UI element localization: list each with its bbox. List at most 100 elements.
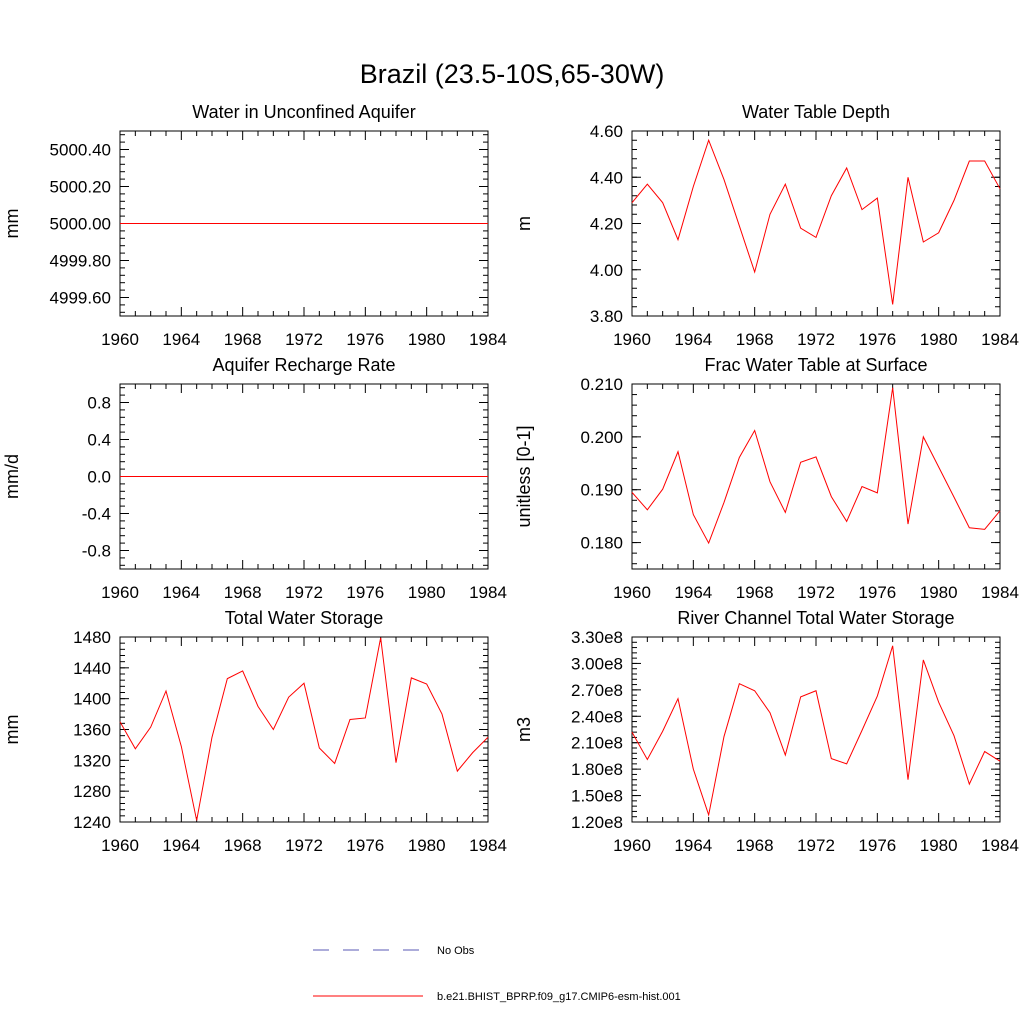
panel-title: Water in Unconfined Aquifer xyxy=(192,102,415,122)
y-tick-label: 0.8 xyxy=(87,394,111,413)
x-tick-label: 1968 xyxy=(736,836,774,855)
y-tick-label: 3.80 xyxy=(590,307,623,326)
panel-title: River Channel Total Water Storage xyxy=(677,608,954,628)
legend-entry-2: b.e21.BHIST_BPRP.f09_g17.CMIP6-esm-hist.… xyxy=(313,991,681,1003)
y-tick-label: 4.60 xyxy=(590,122,623,141)
y-tick-label: 2.10e8 xyxy=(571,734,623,753)
y-tick-label: 0.190 xyxy=(580,481,623,500)
main-title: Brazil (23.5-10S,65-30W) xyxy=(360,59,665,89)
x-tick-label: 1964 xyxy=(674,583,712,602)
x-tick-label: 1980 xyxy=(408,583,446,602)
chart-panel-2: Water Table Depth m 1960 1964 1968 1972 1976 19… xyxy=(514,102,1019,349)
x-tick-label: 1964 xyxy=(674,330,712,349)
x-tick-label: 1984 xyxy=(469,836,507,855)
x-tick-label: 1984 xyxy=(981,836,1019,855)
chart-panel-4: Frac Water Table at Surface unitless [0-1… xyxy=(514,355,1019,602)
x-tick-label: 1976 xyxy=(858,330,896,349)
y-tick-label: 1280 xyxy=(73,782,111,801)
y-tick-label: 0.0 xyxy=(87,468,111,487)
y-axis-label: m3 xyxy=(514,717,534,742)
y-tick-label: 4.20 xyxy=(590,215,623,234)
y-tick-label: 1480 xyxy=(73,628,111,647)
x-tick-label: 1972 xyxy=(797,583,835,602)
panels: Water in Unconfined Aquifer mm 1960 1964 196… xyxy=(2,102,1019,855)
y-tick-label: 1320 xyxy=(73,751,111,770)
x-tick-label: 1976 xyxy=(346,836,384,855)
y-tick-label: 1400 xyxy=(73,690,111,709)
panel-title: Water Table Depth xyxy=(742,102,890,122)
x-tick-label: 1960 xyxy=(101,836,139,855)
y-tick-label: 5000.40 xyxy=(50,141,111,160)
y-axis-label: mm xyxy=(2,209,22,239)
panel-title: Frac Water Table at Surface xyxy=(704,355,927,375)
series-line-1 xyxy=(119,637,489,821)
series-line-1 xyxy=(631,138,1001,305)
y-tick-label: 5000.20 xyxy=(50,178,111,197)
x-tick-label: 1980 xyxy=(408,836,446,855)
x-tick-label: 1980 xyxy=(920,583,958,602)
y-tick-label: 1360 xyxy=(73,721,111,740)
x-tick-label: 1960 xyxy=(101,583,139,602)
y-tick-label: 0.180 xyxy=(580,534,623,553)
y-tick-label: 4.00 xyxy=(590,261,623,280)
x-tick-label: 1968 xyxy=(224,583,262,602)
x-tick-label: 1960 xyxy=(101,330,139,349)
y-tick-label: 5000.00 xyxy=(50,215,111,234)
x-tick-label: 1972 xyxy=(797,836,835,855)
series-line-1 xyxy=(631,387,1001,545)
plot-frame xyxy=(631,383,1001,570)
series-line-1 xyxy=(631,645,1001,817)
legend-label: No Obs xyxy=(437,945,475,957)
chart-panel-1: Water in Unconfined Aquifer mm 1960 1964 196… xyxy=(2,102,507,349)
x-tick-label: 1984 xyxy=(981,583,1019,602)
x-tick-label: 1976 xyxy=(858,583,896,602)
x-tick-label: 1976 xyxy=(858,836,896,855)
x-tick-label: 1976 xyxy=(346,330,384,349)
x-tick-label: 1984 xyxy=(981,330,1019,349)
x-tick-label: 1976 xyxy=(346,583,384,602)
legend-entry-1: No Obs xyxy=(313,945,475,957)
x-tick-label: 1968 xyxy=(224,330,262,349)
y-tick-label: -0.4 xyxy=(82,505,111,524)
x-tick-label: 1964 xyxy=(162,330,200,349)
y-tick-label: 1.80e8 xyxy=(571,760,623,779)
y-tick-label: 2.40e8 xyxy=(571,707,623,726)
y-tick-label: 1240 xyxy=(73,813,111,832)
x-tick-label: 1960 xyxy=(613,583,651,602)
y-tick-label: 0.200 xyxy=(580,428,623,447)
legend: No Obs b.e21.BHIST_BPRP.f09_g17.CMIP6-esm… xyxy=(313,945,681,1003)
x-tick-label: 1964 xyxy=(162,583,200,602)
y-tick-label: 0.4 xyxy=(87,431,111,450)
x-tick-label: 1960 xyxy=(613,330,651,349)
y-tick-label: 4.40 xyxy=(590,168,623,187)
x-tick-label: 1972 xyxy=(285,583,323,602)
x-tick-label: 1980 xyxy=(920,836,958,855)
y-tick-label: -0.8 xyxy=(82,542,111,561)
chart-panel-6: River Channel Total Water Storage m3 1960 1… xyxy=(514,608,1019,855)
x-tick-label: 1980 xyxy=(408,330,446,349)
x-tick-label: 1984 xyxy=(469,330,507,349)
y-tick-label: 3.30e8 xyxy=(571,628,623,647)
chart-panel-5: Total Water Storage mm 1960 1964 1968 1972 197… xyxy=(2,608,507,855)
y-tick-label: 1440 xyxy=(73,659,111,678)
x-tick-label: 1968 xyxy=(736,330,774,349)
x-tick-label: 1964 xyxy=(674,836,712,855)
x-tick-label: 1984 xyxy=(469,583,507,602)
y-tick-label: 3.00e8 xyxy=(571,654,623,673)
y-axis-label: m xyxy=(514,216,534,231)
y-tick-label: 4999.80 xyxy=(50,252,111,271)
x-tick-label: 1972 xyxy=(797,330,835,349)
y-tick-label: 1.20e8 xyxy=(571,813,623,832)
x-tick-label: 1968 xyxy=(224,836,262,855)
y-tick-label: 2.70e8 xyxy=(571,681,623,700)
chart-panel-3: Aquifer Recharge Rate mm/d 1960 1964 1968 197… xyxy=(2,355,507,602)
x-tick-label: 1968 xyxy=(736,583,774,602)
y-axis-label: mm xyxy=(2,715,22,745)
x-tick-label: 1960 xyxy=(613,836,651,855)
legend-label: b.e21.BHIST_BPRP.f09_g17.CMIP6-esm-hist.… xyxy=(437,991,681,1003)
panel-title: Aquifer Recharge Rate xyxy=(212,355,395,375)
y-tick-label: 4999.60 xyxy=(50,289,111,308)
plot-frame xyxy=(631,636,1001,823)
y-tick-label: 0.210 xyxy=(580,375,623,394)
